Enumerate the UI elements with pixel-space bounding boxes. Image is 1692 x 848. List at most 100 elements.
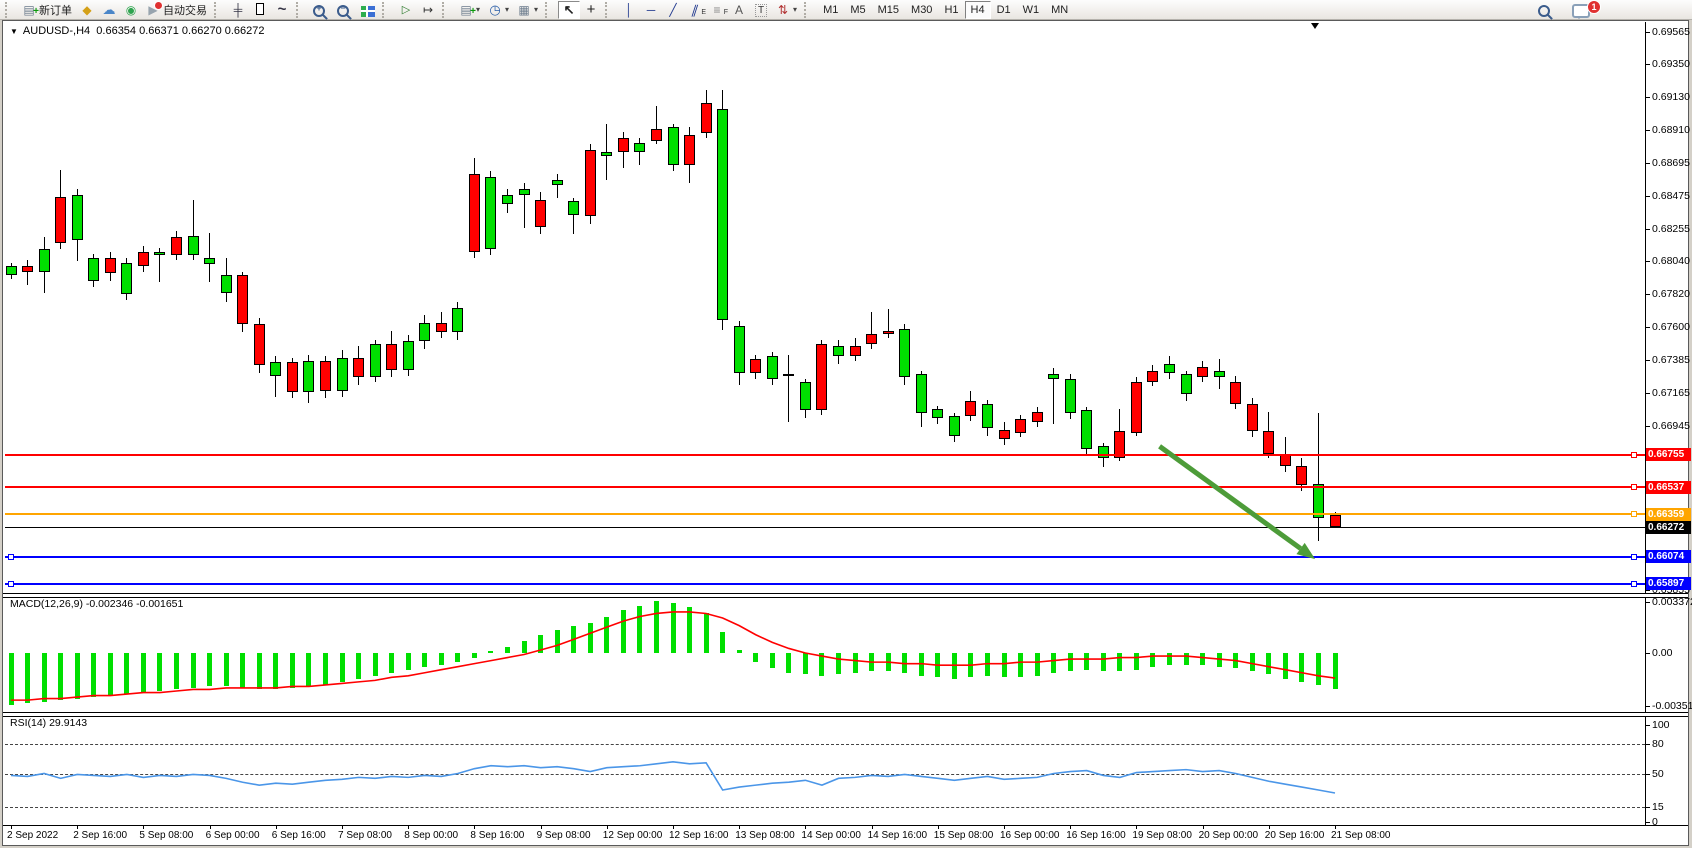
tile-windows-button[interactable]: [357, 1, 379, 19]
timeframe-mn-button[interactable]: MN: [1051, 3, 1069, 16]
time-axis-label: 20 Sep 16:00: [1264, 830, 1325, 841]
hline-handle[interactable]: [1631, 484, 1637, 491]
signals-button[interactable]: [120, 1, 142, 19]
candle: [684, 135, 696, 166]
candlestick-chart-button[interactable]: [249, 1, 271, 19]
price-label: 0.65897: [1646, 577, 1691, 591]
candle: [1097, 446, 1109, 459]
auto-scroll-button[interactable]: [395, 1, 417, 19]
macd-histogram-bar: [339, 653, 345, 682]
macd-histogram-bar: [1051, 653, 1057, 673]
candle: [1164, 363, 1175, 373]
toolbar-separator: [296, 1, 306, 18]
hline-handle[interactable]: [1631, 511, 1637, 518]
time-tick: [408, 825, 410, 829]
candle: [783, 374, 795, 377]
community-button[interactable]: [98, 1, 120, 19]
chart-shift-button[interactable]: [417, 1, 439, 19]
timeframe-m30-button[interactable]: M30: [911, 3, 933, 16]
hline-handle[interactable]: [8, 553, 14, 560]
hline-handle[interactable]: [1631, 451, 1637, 458]
timeframe-m5-button[interactable]: M5: [850, 3, 866, 16]
timeframe-h4-button[interactable]: H4: [964, 0, 991, 19]
arrows-icon: [776, 2, 790, 18]
line-icon: [275, 2, 289, 18]
market-watch-button[interactable]: [76, 1, 98, 19]
macd-histogram-bar: [207, 653, 213, 687]
text-label-button[interactable]: [750, 1, 772, 19]
chevron-down-icon[interactable]: ▾: [534, 5, 539, 14]
hline-handle[interactable]: [8, 580, 14, 587]
search-button[interactable]: [1534, 1, 1558, 19]
chart-title[interactable]: ▼ AUDUSD-,H4 0.66354 0.66371 0.66270 0.66…: [10, 25, 265, 37]
timeframe-h1-button[interactable]: H1: [944, 3, 959, 16]
bar-chart-button[interactable]: [227, 1, 249, 19]
toolbar-separator: [442, 1, 452, 18]
hline-handle[interactable]: [1631, 553, 1637, 560]
timeframe-w1-button[interactable]: W1: [1022, 3, 1040, 16]
horizontal-line-button[interactable]: [640, 1, 662, 19]
candle-wick: [1053, 368, 1055, 424]
timeframe-m1-button[interactable]: M1: [823, 3, 839, 16]
pane-divider-macd[interactable]: [3, 593, 1688, 598]
fibonacci-button[interactable]: [706, 1, 728, 21]
timeframe-m15-button[interactable]: M15: [877, 3, 900, 16]
toolbar-separator: [605, 1, 615, 18]
candle: [700, 103, 712, 134]
zoom-out-button[interactable]: [333, 1, 357, 19]
pane-divider-rsi[interactable]: [3, 712, 1688, 717]
candle: [38, 249, 50, 272]
notifications-button[interactable]: 1: [1568, 0, 1601, 19]
macd-histogram-bar: [587, 622, 593, 653]
hline-0.66755[interactable]: [5, 453, 1645, 456]
chevron-down-icon[interactable]: ▾: [476, 5, 481, 14]
hline-0.66359[interactable]: [5, 513, 1645, 516]
chevron-down-icon[interactable]: ▾: [793, 5, 798, 14]
equidistant-channel-button[interactable]: [684, 1, 706, 21]
autotrading-button[interactable]: 自动交易: [142, 0, 211, 19]
zoom-in-button[interactable]: [309, 1, 333, 19]
rsi-axis-label: 0: [1652, 816, 1658, 828]
timeframe-d1-button[interactable]: D1: [996, 3, 1011, 16]
candle-wick: [523, 183, 525, 229]
candle: [1263, 431, 1275, 454]
crosshair-button[interactable]: [580, 1, 602, 19]
vertical-line-button[interactable]: [618, 1, 640, 19]
time-axis-label: 16 Sep 00:00: [1000, 830, 1060, 841]
indicators-button[interactable]: ▾: [455, 1, 484, 20]
macd-histogram-bar: [8, 653, 14, 705]
templates-button[interactable]: ▾: [513, 1, 542, 19]
candle: [468, 174, 480, 253]
chart-shift-marker-icon[interactable]: [1311, 23, 1319, 29]
macd-axis-label: 0.003372: [1652, 595, 1692, 608]
main-toolbar: 新订单 自动交易 ▾ ▾ ▾ ▾ M1 M5 M15 M30 H1 H4 D1 W1 MN 1: [0, 0, 1692, 21]
hline-handle[interactable]: [1631, 580, 1637, 587]
new-order-button[interactable]: 新订单: [18, 1, 76, 20]
hline-0.66074[interactable]: [5, 555, 1645, 558]
cursor-button[interactable]: [558, 0, 581, 19]
hline-0.66537[interactable]: [5, 486, 1645, 489]
hline-0.66272[interactable]: [5, 526, 1645, 528]
periods-button[interactable]: ▾: [484, 1, 513, 19]
line-chart-button[interactable]: [271, 1, 293, 19]
price-tick: [1646, 589, 1650, 591]
price-axis-label: 0.66945: [1652, 419, 1690, 432]
price-axis-label: 0.68255: [1652, 222, 1690, 235]
arrows-button[interactable]: ▾: [772, 1, 801, 19]
macd-histogram-bar: [703, 613, 709, 653]
candle: [617, 138, 629, 152]
time-axis-label: 12 Sep 16:00: [669, 830, 729, 841]
hline-0.65897[interactable]: [5, 582, 1645, 585]
macd-histogram-bar: [802, 653, 808, 675]
trend-arrow-head[interactable]: [1296, 542, 1316, 560]
chevron-down-icon[interactable]: ▾: [505, 5, 510, 14]
macd-histogram-bar: [256, 653, 262, 690]
macd-histogram-bar: [306, 653, 312, 687]
trend-arrow-line[interactable]: [1158, 444, 1303, 551]
text-button[interactable]: [728, 1, 750, 19]
trend-line-button[interactable]: [662, 1, 684, 19]
candle: [750, 359, 762, 373]
time-tick: [1202, 825, 1204, 829]
time-tick: [209, 825, 211, 829]
chart-menu-icon[interactable]: ▼: [10, 27, 18, 36]
